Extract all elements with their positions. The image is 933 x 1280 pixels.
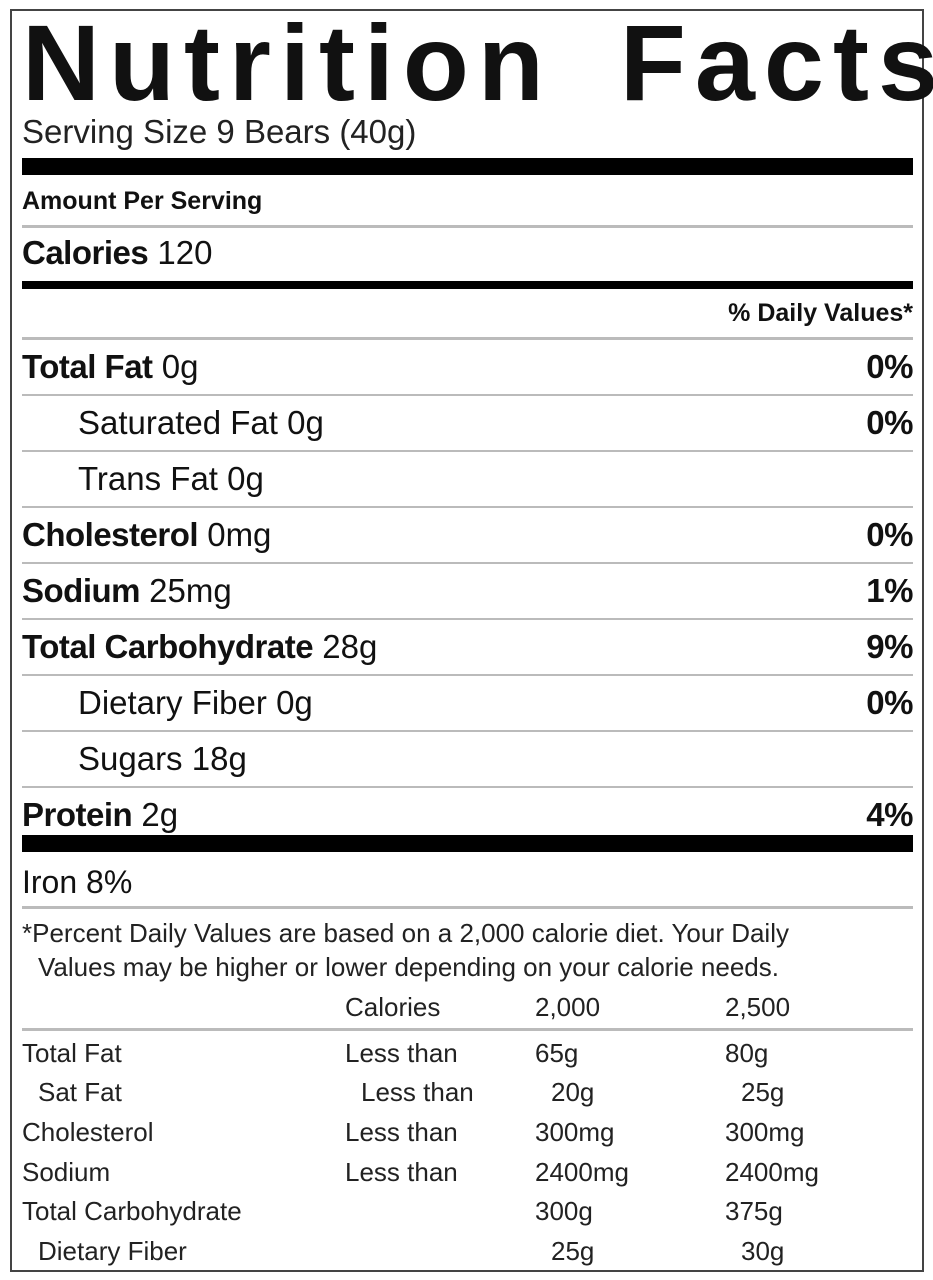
table-cell: Sodium [22,1156,111,1187]
amount-per-serving: Amount Per Serving [22,187,263,215]
nutrient-row: Sugars 18g [22,732,913,786]
divider [22,618,913,620]
label-title: Nutrition Facts [22,2,933,123]
divider [22,906,913,909]
calories-label: Calories [22,234,149,271]
table-cell: 25g [741,1077,785,1108]
table-cell: 80g [725,1037,769,1068]
divider [22,450,913,452]
nutrient-label: Sodium [22,572,141,609]
table-cell: Total Carbohydrate [22,1196,242,1227]
nutrient-amount: 28g [322,628,378,665]
table-cell: Less than [345,1037,458,1068]
nutrient-daily-value: 0% [866,348,913,385]
divider-medium [22,281,913,289]
table-cell: 300mg [725,1117,805,1148]
nutrient-amount: 0g [161,348,199,385]
iron-row: Iron 8% [22,864,133,900]
table-cell: Dietary Fiber [38,1235,187,1266]
table-cell: Less than [361,1077,474,1108]
table-cell: 2400mg [725,1156,819,1187]
nutrient-row: Sodium 25mg 1% [22,564,913,618]
calories-row: Calories 120 [22,234,913,272]
nutrient-label: Cholesterol [22,516,199,553]
nutrient-daily-value: 0% [866,516,913,553]
table-cell: 375g [725,1196,783,1227]
divider [22,225,913,228]
nutrient-label: Total Carbohydrate [22,628,314,665]
table-row: Sat Fat Less than 20g 25g [22,1073,913,1113]
divider [22,786,913,788]
table-cell: 30g [741,1235,785,1266]
nutrient-row: Saturated Fat 0g 0% [22,396,913,450]
table-cell: 300mg [535,1117,615,1148]
table-cell: 25g [551,1235,595,1266]
footnote-line-1: *Percent Daily Values are based on a 2,0… [22,918,789,948]
nutrient-row: Trans Fat 0g [22,452,913,506]
nutrient-daily-value: 4% [866,796,913,833]
nutrient-amount: 25mg [149,572,232,609]
nutrition-label [10,9,924,1272]
nutrient-label: Saturated Fat [78,404,278,441]
table-row: Sodium Less than 2400mg 2400mg [22,1152,913,1192]
nutrient-label: Sugars [78,740,183,777]
table-cell: 20g [551,1077,595,1108]
nutrient-row: Dietary Fiber 0g 0% [22,676,913,730]
table-cell: 2400mg [535,1156,629,1187]
table-row: Total Fat Less than 65g 80g [22,1034,913,1074]
nutrient-amount: 0g [276,684,313,721]
nutrient-amount: 2g [141,796,179,833]
divider [22,394,913,396]
nutrient-amount: 0g [227,460,264,497]
nutrient-daily-value: 0% [866,404,913,441]
table-cell: Cholesterol [22,1117,154,1148]
table-header: Calories 2,000 2,500 [345,992,791,1023]
daily-values-table: Calories 2,000 2,500 Total Fat Less than 6… [22,988,913,1271]
nutrient-daily-value: 9% [866,628,913,665]
divider [22,1027,913,1031]
nutrient-row: Total Carbohydrate 28g 9% [22,620,913,674]
nutrient-amount: 0g [287,404,324,441]
divider-thick [22,835,913,852]
nutrient-amount: 0mg [207,516,272,553]
table-row: Dietary Fiber 25g 30g [22,1232,913,1272]
divider [22,730,913,732]
divider [22,562,913,564]
nutrient-daily-value: 1% [866,572,913,609]
nutrient-row: Total Fat 0g 0% [22,340,913,394]
divider [22,337,913,340]
footnote-line-2: Values may be higher or lower depending … [38,952,779,982]
nutrient-label: Protein [22,796,133,833]
divider [22,506,913,508]
calories-value: 120 [157,234,213,271]
nutrient-daily-value: 0% [866,684,913,721]
table-cell: Total Fat [22,1037,122,1068]
nutrient-label: Dietary Fiber [78,684,267,721]
divider-thick [22,158,913,175]
nutrient-row: Protein 2g 4% [22,788,913,842]
table-cell: Less than [345,1156,458,1187]
nutrient-amount: 18g [191,740,247,777]
nutrient-label: Trans Fat [78,460,218,497]
table-cell: Sat Fat [38,1077,122,1108]
table-cell: 300g [535,1196,593,1227]
table-cell: Less than [345,1117,458,1148]
nutrient-list: Total Fat 0g 0% Saturated Fat 0g 0% Trans Fa… [22,340,913,842]
nutrient-row: Cholesterol 0mg 0% [22,508,913,562]
table-row: Total Carbohydrate 300g 375g [22,1192,913,1232]
divider [22,674,913,676]
daily-values-header: % Daily Values* [728,299,913,327]
serving-size: Serving Size 9 Bears (40g) [22,113,417,150]
nutrient-label: Total Fat [22,348,153,385]
table-row: Cholesterol Less than 300mg 300mg [22,1113,913,1153]
table-cell: 65g [535,1037,579,1068]
